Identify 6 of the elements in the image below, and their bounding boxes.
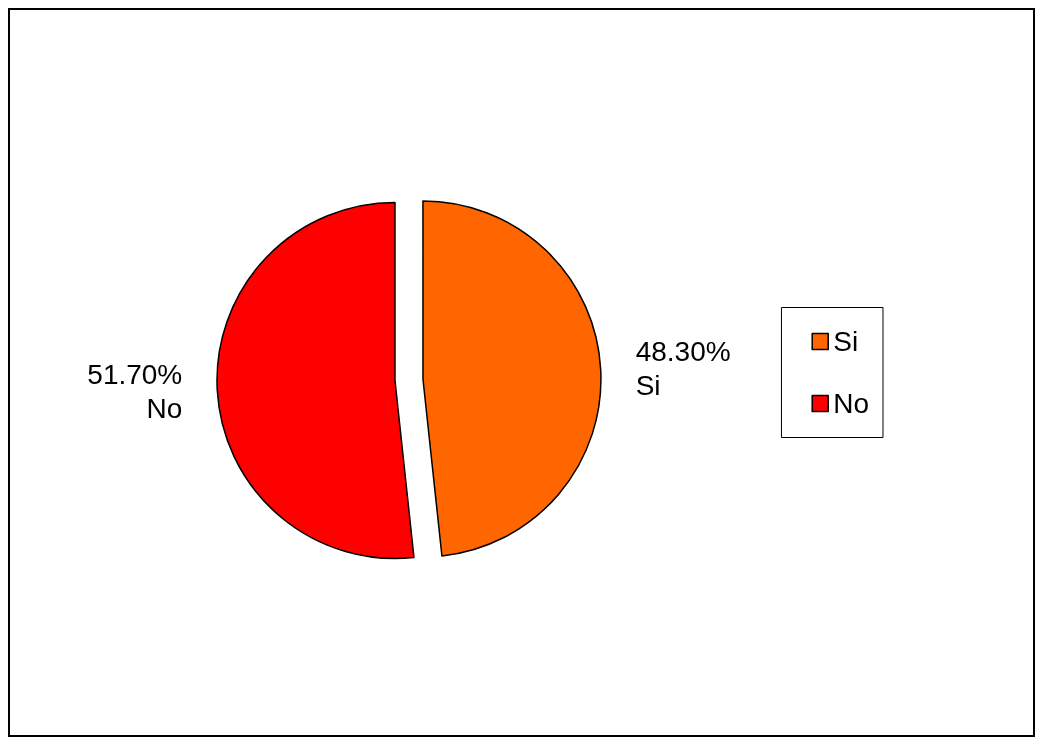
data-label: 48.30%	[635, 335, 731, 367]
data-label: 51.70%	[87, 358, 183, 390]
slice-label: Si	[635, 369, 661, 401]
slice-label: No	[146, 392, 183, 424]
legend-label: Si	[833, 326, 859, 357]
legend-label: No	[833, 388, 869, 419]
